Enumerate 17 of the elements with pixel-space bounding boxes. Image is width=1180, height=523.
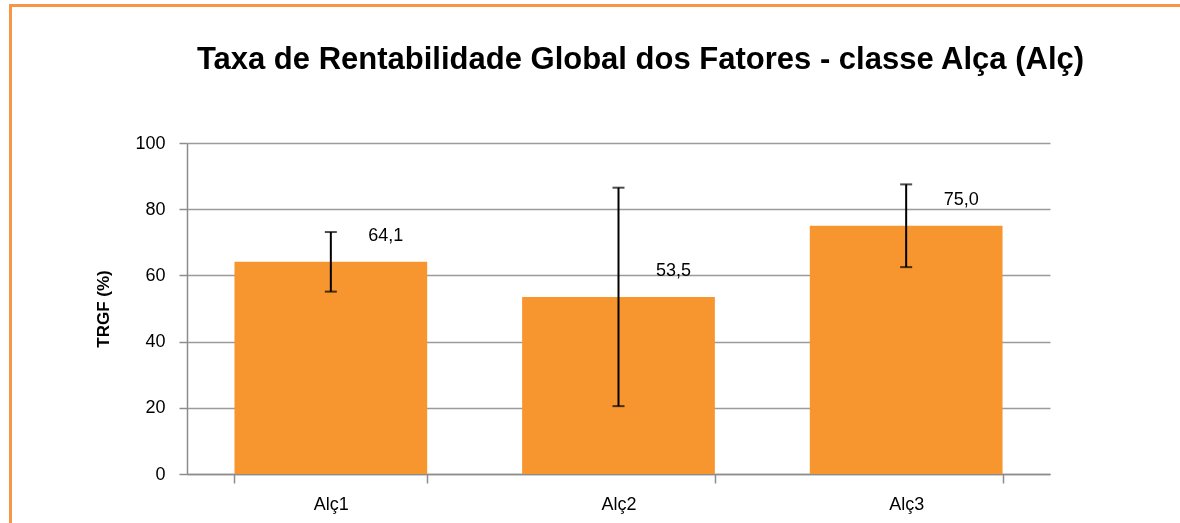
data-label: 75,0 — [943, 188, 979, 209]
y-axis-title: TRGF (%) — [94, 270, 114, 348]
x-tick-label: Alç2 — [601, 493, 637, 514]
x-tick-label: Alç1 — [313, 493, 349, 514]
bar — [522, 296, 715, 474]
chart-title: Taxa de Rentabilidade Global dos Fatores - classe Alça (Alç) — [196, 41, 1085, 76]
y-tick-label: 100 — [135, 132, 166, 153]
data-label: 64,1 — [368, 224, 404, 245]
bar — [234, 261, 428, 474]
y-tick-label: 80 — [145, 198, 166, 219]
bar — [809, 225, 1003, 474]
y-tick-label: 60 — [145, 264, 166, 285]
x-tick-label: Alç3 — [889, 493, 925, 514]
data-label: 53,5 — [655, 259, 692, 280]
y-tick-label: 40 — [145, 331, 166, 352]
y-tick-label: 20 — [145, 397, 166, 418]
y-tick-label: 0 — [155, 463, 166, 484]
